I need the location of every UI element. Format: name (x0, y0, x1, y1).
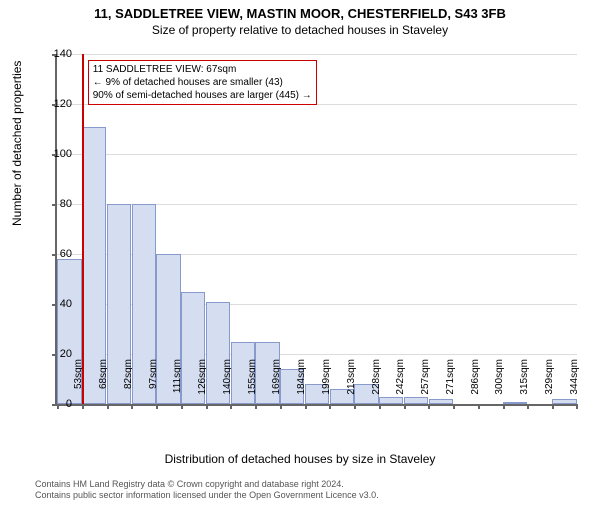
grid-line (57, 154, 577, 155)
y-tick-label: 80 (42, 198, 72, 210)
x-tick-mark (181, 404, 183, 409)
x-tick-mark (478, 404, 480, 409)
x-tick-mark (354, 404, 356, 409)
footer-line-1: Contains HM Land Registry data © Crown c… (35, 479, 379, 491)
info-line-1: 11 SADDLETREE VIEW: 67sqm (93, 63, 312, 76)
chart-plot-area: 53sqm68sqm82sqm97sqm111sqm126sqm140sqm15… (55, 54, 575, 404)
plot-background: 53sqm68sqm82sqm97sqm111sqm126sqm140sqm15… (55, 54, 577, 406)
x-tick-mark (527, 404, 529, 409)
x-tick-mark (428, 404, 430, 409)
x-tick-mark (107, 404, 109, 409)
x-tick-label: 315sqm (519, 359, 530, 409)
x-tick-mark (156, 404, 158, 409)
x-tick-mark (131, 404, 133, 409)
x-tick-mark (404, 404, 406, 409)
x-tick-mark (552, 404, 554, 409)
x-tick-label: 286sqm (470, 359, 481, 409)
y-tick-label: 0 (42, 398, 72, 410)
grid-line (57, 54, 577, 55)
y-axis-label: Number of detached properties (10, 61, 24, 226)
footer-attribution: Contains HM Land Registry data © Crown c… (35, 479, 379, 502)
x-tick-label: 271sqm (445, 359, 456, 409)
x-tick-mark (329, 404, 331, 409)
footer-line-2: Contains public sector information licen… (35, 490, 379, 502)
y-tick-label: 20 (42, 348, 72, 360)
x-tick-mark (280, 404, 282, 409)
y-tick-label: 60 (42, 248, 72, 260)
info-line-3: 90% of semi-detached houses are larger (… (93, 89, 312, 102)
x-tick-mark (82, 404, 84, 409)
x-tick-mark (503, 404, 505, 409)
x-tick-mark (255, 404, 257, 409)
marker-line (82, 54, 84, 404)
y-tick-label: 140 (42, 48, 72, 60)
y-tick-label: 120 (42, 98, 72, 110)
info-line-2: ← 9% of detached houses are smaller (43) (93, 76, 312, 89)
x-tick-mark (453, 404, 455, 409)
x-tick-mark (230, 404, 232, 409)
x-tick-mark (206, 404, 208, 409)
x-tick-mark (305, 404, 307, 409)
chart-title-sub: Size of property relative to detached ho… (0, 23, 600, 37)
chart-title-main: 11, SADDLETREE VIEW, MASTIN MOOR, CHESTE… (0, 6, 600, 21)
x-tick-mark (576, 404, 578, 409)
x-axis-label: Distribution of detached houses by size … (0, 452, 600, 466)
x-tick-mark (379, 404, 381, 409)
marker-info-box: 11 SADDLETREE VIEW: 67sqm ← 9% of detach… (88, 60, 317, 105)
x-tick-label: 344sqm (569, 359, 580, 409)
y-tick-label: 100 (42, 148, 72, 160)
y-tick-label: 40 (42, 298, 72, 310)
